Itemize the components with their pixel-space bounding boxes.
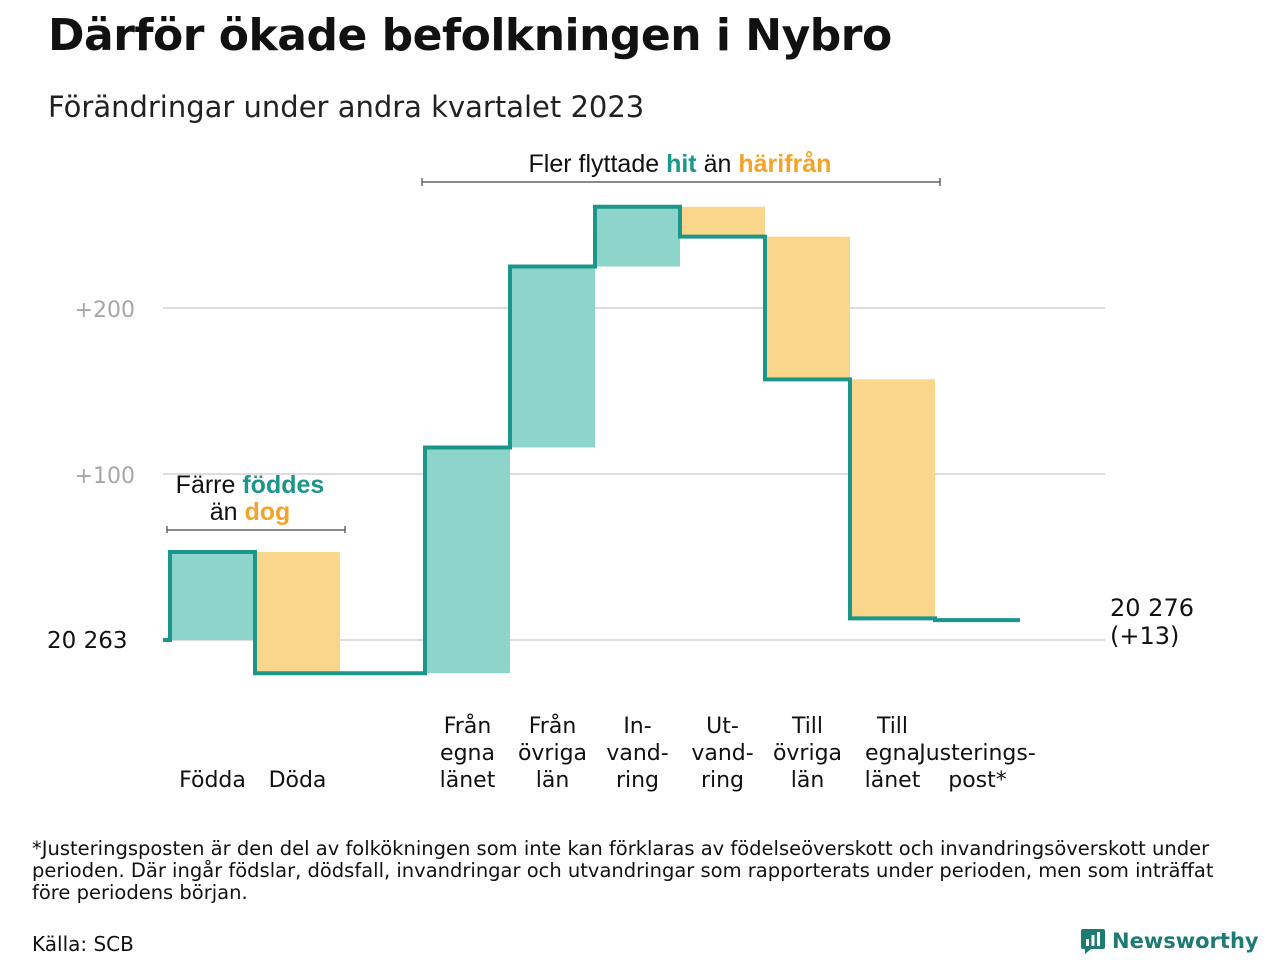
end-value-label: 20 276 xyxy=(1110,594,1194,622)
category-label-4: Från övriga län xyxy=(518,713,587,793)
waterfall-bar-3 xyxy=(425,447,510,674)
category-label-6: Ut-vand-ring xyxy=(691,714,753,793)
waterfall-bar-7 xyxy=(765,236,850,380)
category-label-1: Döda xyxy=(269,768,327,793)
chart-subtitle: Förändringar under andra kvartalet 2023 xyxy=(48,90,645,124)
category-label-5: In-vand-ring xyxy=(606,714,668,793)
category-label-8: Till egna länet xyxy=(865,714,921,793)
end-change-label: (+13) xyxy=(1110,622,1179,650)
waterfall-bar-6 xyxy=(680,206,765,237)
annotation-harifran-highlight: härifrån xyxy=(738,150,832,178)
waterfall-bar-5 xyxy=(595,206,680,267)
annotation-born-highlight: föddes xyxy=(242,471,325,499)
footnote: *Justeringsposten är den del av folkökni… xyxy=(32,837,1214,904)
y-tick-label-0: +100 xyxy=(75,464,135,489)
source-note: Källa: SCB xyxy=(32,932,134,956)
chart-title: Därför ökade befolkningen i Nybro xyxy=(48,10,892,61)
waterfall-bar-0 xyxy=(170,552,255,640)
brand-name: Newsworthy xyxy=(1112,929,1259,953)
waterfall-chart: +100 +200 Födda Döda Från egna länet Från övriga… xyxy=(47,178,1194,793)
category-label-0: Födda xyxy=(179,768,246,793)
annotation-hit-highlight: hit xyxy=(666,150,697,178)
category-label-7: Till övriga län xyxy=(773,714,842,793)
waterfall-bar-1 xyxy=(255,552,340,674)
cumulative-step-line xyxy=(163,204,1020,676)
annotation-migration: Fler flyttade hit än härifrån xyxy=(528,150,832,178)
waterfall-bar-4 xyxy=(510,266,595,448)
newsworthy-logo: Newsworthy xyxy=(1080,927,1259,955)
annotation-died-highlight: dog xyxy=(244,498,291,526)
category-label-9: Justerings-post* xyxy=(917,741,1036,793)
births-deaths-bracket xyxy=(166,526,346,533)
start-value-label: 20 263 xyxy=(47,628,127,654)
annotation-births-deaths: Färre föddes än dog xyxy=(175,471,325,526)
y-tick-label-1: +200 xyxy=(75,298,135,323)
migration-bracket xyxy=(421,178,941,186)
waterfall-bar-8 xyxy=(850,379,935,619)
category-label-3: Från egna länet xyxy=(440,713,496,793)
newsworthy-logo-icon xyxy=(1081,929,1105,954)
